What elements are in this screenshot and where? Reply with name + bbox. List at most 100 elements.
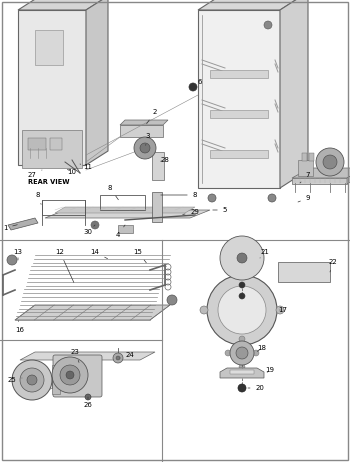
- Circle shape: [134, 137, 156, 159]
- Bar: [302, 153, 307, 161]
- Circle shape: [268, 194, 276, 202]
- Text: 14: 14: [91, 249, 107, 259]
- Polygon shape: [226, 250, 242, 266]
- Bar: [52, 365, 60, 375]
- Text: 4: 4: [116, 225, 125, 238]
- Circle shape: [91, 221, 99, 229]
- Circle shape: [113, 353, 123, 363]
- Polygon shape: [20, 352, 155, 360]
- Text: 27: 27: [28, 170, 42, 178]
- Text: 10: 10: [68, 169, 77, 175]
- Polygon shape: [198, 10, 280, 188]
- Polygon shape: [280, 0, 308, 188]
- Circle shape: [116, 356, 120, 360]
- Text: 17: 17: [279, 307, 287, 313]
- Text: 11: 11: [80, 164, 92, 170]
- Text: 3: 3: [146, 133, 150, 146]
- Circle shape: [66, 371, 74, 379]
- Polygon shape: [55, 207, 195, 213]
- Text: 20: 20: [248, 385, 265, 391]
- Polygon shape: [242, 250, 258, 266]
- Polygon shape: [120, 125, 163, 137]
- Bar: [210, 110, 268, 118]
- Circle shape: [167, 295, 177, 305]
- Bar: [278, 262, 330, 282]
- Circle shape: [230, 341, 254, 365]
- Circle shape: [264, 21, 272, 29]
- Text: REAR VIEW: REAR VIEW: [28, 179, 70, 185]
- Text: 12: 12: [56, 249, 74, 282]
- Text: 30: 30: [84, 225, 95, 235]
- Circle shape: [208, 194, 216, 202]
- Circle shape: [140, 143, 150, 153]
- Text: 8: 8: [36, 192, 41, 204]
- Polygon shape: [15, 305, 170, 320]
- Circle shape: [218, 286, 266, 334]
- Circle shape: [52, 357, 88, 393]
- Polygon shape: [347, 168, 350, 184]
- Text: 2: 2: [147, 109, 157, 124]
- Circle shape: [85, 394, 91, 400]
- Bar: [309, 153, 314, 161]
- Circle shape: [238, 344, 246, 352]
- Polygon shape: [86, 0, 108, 165]
- Polygon shape: [234, 258, 250, 274]
- Bar: [50, 138, 62, 150]
- Text: 19: 19: [266, 367, 274, 373]
- Text: 24: 24: [120, 352, 134, 358]
- Circle shape: [225, 350, 231, 356]
- Polygon shape: [18, 10, 86, 165]
- Text: 22: 22: [329, 259, 337, 272]
- Circle shape: [237, 253, 247, 263]
- Circle shape: [239, 336, 245, 342]
- Bar: [118, 225, 133, 233]
- Bar: [210, 70, 268, 78]
- Text: 15: 15: [134, 249, 146, 263]
- Text: 28: 28: [161, 157, 169, 163]
- Polygon shape: [292, 168, 350, 178]
- Polygon shape: [198, 0, 308, 10]
- Text: 26: 26: [84, 397, 92, 408]
- Circle shape: [239, 293, 245, 299]
- Text: 8: 8: [161, 192, 197, 198]
- Bar: [52, 380, 60, 394]
- Circle shape: [12, 360, 52, 400]
- Circle shape: [238, 384, 246, 392]
- FancyBboxPatch shape: [53, 355, 102, 397]
- Bar: [210, 150, 268, 158]
- Circle shape: [189, 83, 197, 91]
- Circle shape: [20, 368, 44, 392]
- Text: 8: 8: [108, 185, 118, 200]
- Circle shape: [316, 148, 344, 176]
- Bar: [22, 130, 82, 168]
- Circle shape: [238, 268, 246, 276]
- Polygon shape: [220, 368, 264, 378]
- Bar: [152, 192, 162, 222]
- Circle shape: [60, 365, 80, 385]
- Circle shape: [7, 255, 17, 265]
- Text: 18: 18: [257, 345, 266, 352]
- Circle shape: [27, 375, 37, 385]
- Text: 13: 13: [14, 249, 22, 260]
- Polygon shape: [8, 218, 38, 230]
- Bar: [152, 152, 164, 180]
- Circle shape: [239, 364, 245, 370]
- Text: 5: 5: [213, 207, 227, 213]
- Text: 21: 21: [260, 249, 270, 258]
- Bar: [28, 138, 46, 150]
- Circle shape: [276, 306, 284, 314]
- Text: 29: 29: [183, 209, 200, 215]
- Text: 6: 6: [193, 79, 202, 87]
- Text: 9: 9: [298, 195, 310, 202]
- Circle shape: [239, 282, 245, 288]
- Circle shape: [253, 350, 259, 356]
- Polygon shape: [18, 0, 108, 10]
- Bar: [35, 30, 63, 65]
- Text: 25: 25: [8, 377, 22, 383]
- Text: 16: 16: [15, 321, 24, 333]
- Polygon shape: [120, 120, 168, 125]
- Polygon shape: [230, 370, 254, 374]
- Text: 7: 7: [300, 172, 310, 183]
- Polygon shape: [234, 242, 250, 258]
- Circle shape: [236, 347, 248, 359]
